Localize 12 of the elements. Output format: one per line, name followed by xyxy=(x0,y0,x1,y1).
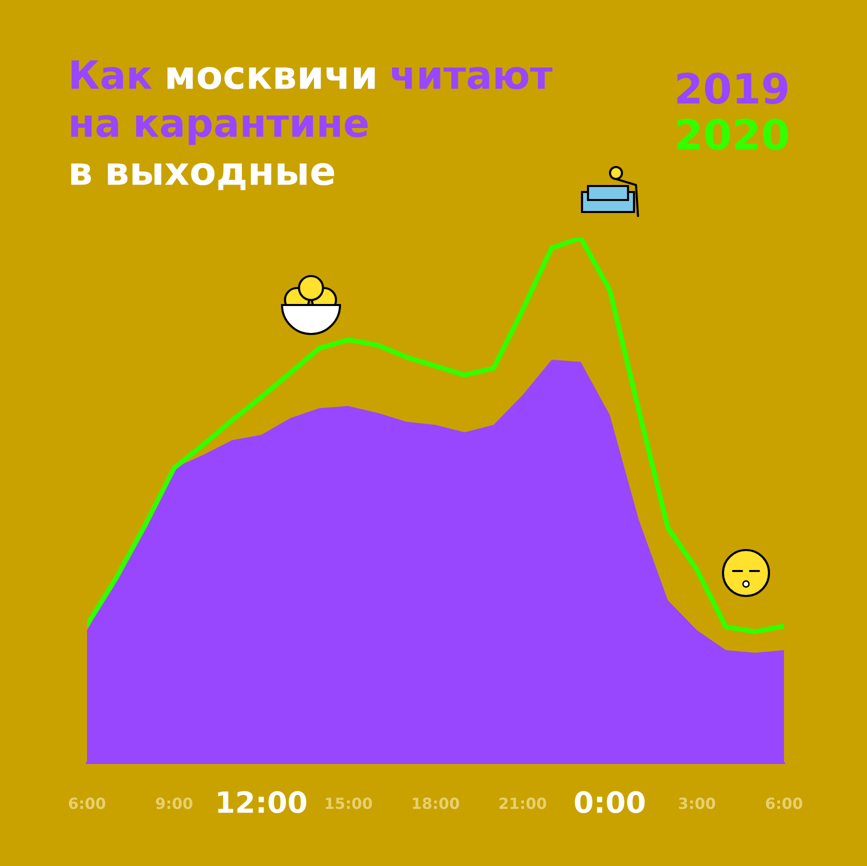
x-tick-label: 18:00 xyxy=(412,798,460,810)
x-tick-label: 0:00 xyxy=(574,791,645,814)
x-tick-label: 6:00 xyxy=(68,798,106,810)
text: 2020 xyxy=(677,118,788,150)
x-tick-label: 6:00 xyxy=(766,798,802,810)
x-tick-label: 15:00 xyxy=(326,798,372,810)
x-tick-label: 12:00 xyxy=(218,791,306,814)
chart-title: Как москвичи читают на карантине в выходные xyxy=(71,60,552,190)
text: 2019 xyxy=(677,72,788,104)
x-tick-label: 3:00 xyxy=(678,798,716,810)
x-tick-label: 9:00 xyxy=(156,798,192,810)
x-tick-label: 21:00 xyxy=(500,798,546,810)
